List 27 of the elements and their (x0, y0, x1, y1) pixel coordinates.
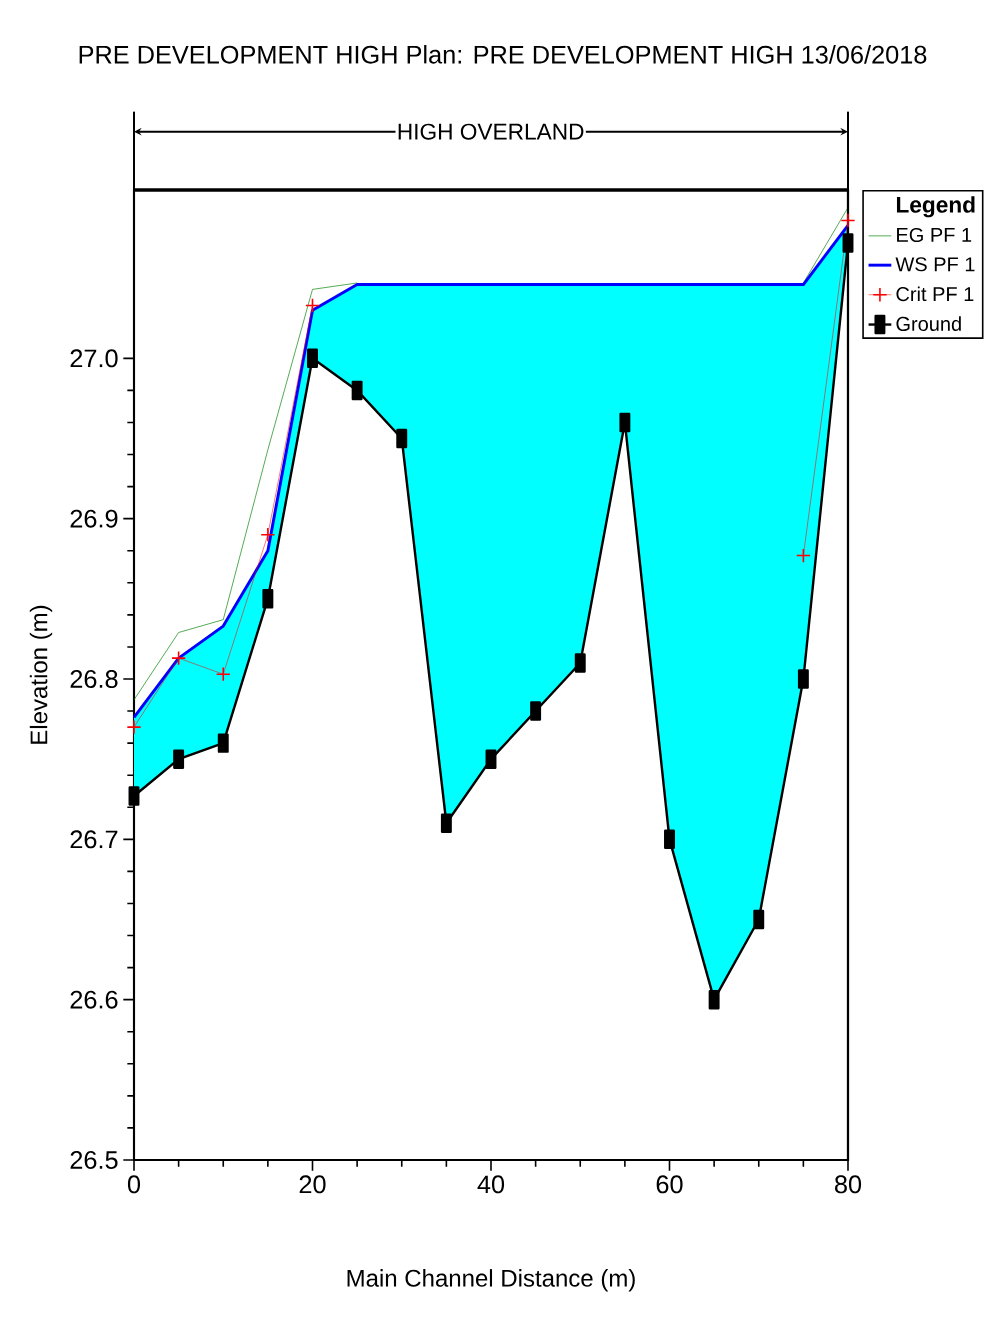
point (171, 650, 187, 666)
x-tick-label: 20 (299, 1175, 326, 1194)
x-tick-label: 80 (835, 1175, 862, 1194)
chart-title: PRE DEVELOPMENT HIGH Plan: PRE DEVELOPMENT HIGH 13/06/2018 (79, 45, 927, 64)
y-tick-label: 27.0 (70, 349, 118, 368)
point (215, 666, 231, 682)
legend-title: Legend (896, 196, 975, 218)
point (126, 719, 142, 735)
y-axis-title: Elevation (m) (29, 605, 53, 744)
y-tick-label: 26.5 (70, 1151, 118, 1169)
y-tick-label: 26.6 (70, 990, 118, 1009)
y-tick-label: 26.7 (70, 830, 118, 849)
legend-label: Crit PF 1 (896, 286, 974, 302)
x-tick-label: 0 (127, 1175, 141, 1194)
x-axis-title: Main Channel Distance (m) (347, 1269, 635, 1292)
y-tick-label: 26.8 (70, 670, 118, 688)
x-tick-label: 60 (656, 1175, 683, 1194)
point (795, 548, 811, 564)
legend-label: WS PF 1 (895, 257, 975, 272)
point (260, 527, 276, 543)
x-tick-label: 40 (477, 1175, 505, 1194)
y-tick-label: 26.9 (70, 509, 118, 528)
point (305, 297, 320, 313)
point (840, 212, 856, 228)
text: HIGH OVERLAND (398, 123, 584, 140)
legend-label: Ground (896, 316, 961, 331)
legend-label: EG PF 1 (897, 227, 972, 243)
